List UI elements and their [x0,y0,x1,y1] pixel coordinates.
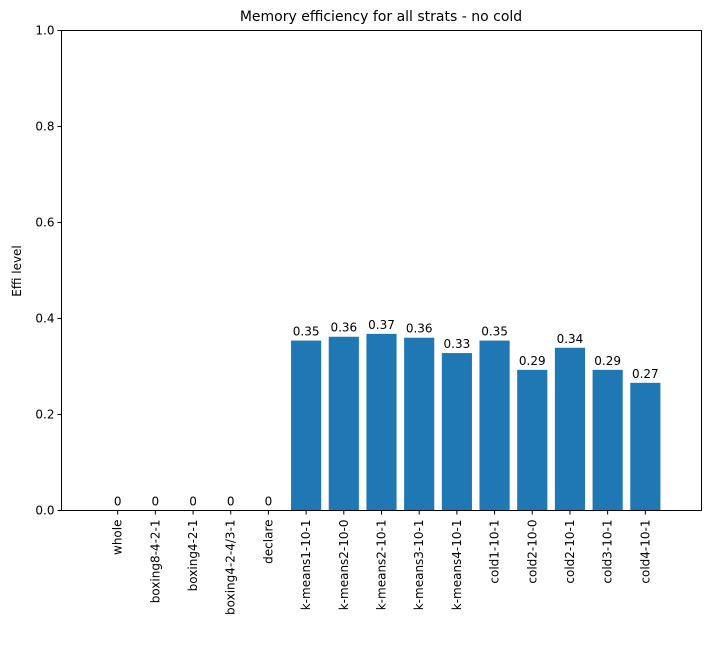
x-tick-label-10: cold1-10-1 [488,520,502,584]
x-tick-label-4: declare [261,520,275,564]
x-tick-label-11: cold2-10-0 [525,520,539,584]
bar-12 [554,347,586,511]
y-tick-label-4: 0.8 [35,120,54,134]
y-tick-label-2: 0.4 [35,312,54,326]
plot-frame [61,30,702,511]
x-tick-label-1: boxing8-4-2-1 [148,520,162,604]
data-label-14: 0.27 [632,367,659,381]
x-axis: whole boxing8-4-2-1 boxing4-2-1 boxing4-2-4… [111,510,652,615]
data-label-7: 0.37 [368,318,395,332]
y-tick-label-3: 0.6 [35,216,54,230]
x-tick-label-13: cold3-10-1 [601,520,615,584]
bar-11 [517,369,548,511]
x-tick-label-0: whole [111,520,125,555]
data-label-13: 0.29 [594,354,621,368]
bar-8 [404,337,435,511]
bar-13 [592,369,623,511]
bar-7 [366,333,397,511]
bar-10 [479,340,510,511]
x-tick-label-12: cold2-10-1 [563,520,577,584]
data-label-12: 0.34 [557,332,584,346]
data-label-2: 0 [189,495,197,509]
data-label-9: 0.33 [444,337,471,351]
bar-5 [291,340,322,511]
x-tick-label-5: k-means1-10-1 [299,520,313,611]
data-label-1: 0 [152,495,160,509]
data-label-8: 0.36 [406,322,433,336]
x-tick-label-9: k-means4-10-1 [450,520,464,611]
data-label-4: 0 [265,495,273,509]
x-tick-label-3: boxing4-2-4/3-1 [224,520,238,615]
data-label-0: 0 [114,495,122,509]
data-label-3: 0 [227,495,235,509]
bar-6 [328,336,359,511]
bar-9 [441,353,472,511]
chart-title: Memory efficiency for all strats - no co… [240,9,522,25]
bars-layer [291,333,661,511]
data-label-10: 0.35 [481,325,508,339]
x-tick-label-6: k-means2-10-0 [337,520,351,611]
y-tick-label-0: 0.0 [35,504,54,518]
data-label-5: 0.35 [293,325,320,339]
y-axis: 0.0 0.2 0.4 0.6 0.8 1.0 [35,24,62,518]
data-label-11: 0.29 [519,354,546,368]
data-label-6: 0.36 [330,321,357,335]
bar-14 [630,382,661,511]
y-axis-label: Effi level [10,245,24,297]
y-tick-label-1: 0.2 [35,408,54,422]
x-tick-label-14: cold4-10-1 [638,520,652,584]
y-tick-label-5: 1.0 [35,24,54,38]
data-labels-layer: 0 0 0 0 0 0.35 0.36 0.37 0.36 0.33 0.35 0.29 0.34 0.2… [114,318,659,509]
x-tick-label-8: k-means3-10-1 [412,520,426,611]
x-tick-label-2: boxing4-2-1 [186,520,200,592]
x-tick-label-7: k-means2-10-1 [375,520,389,611]
